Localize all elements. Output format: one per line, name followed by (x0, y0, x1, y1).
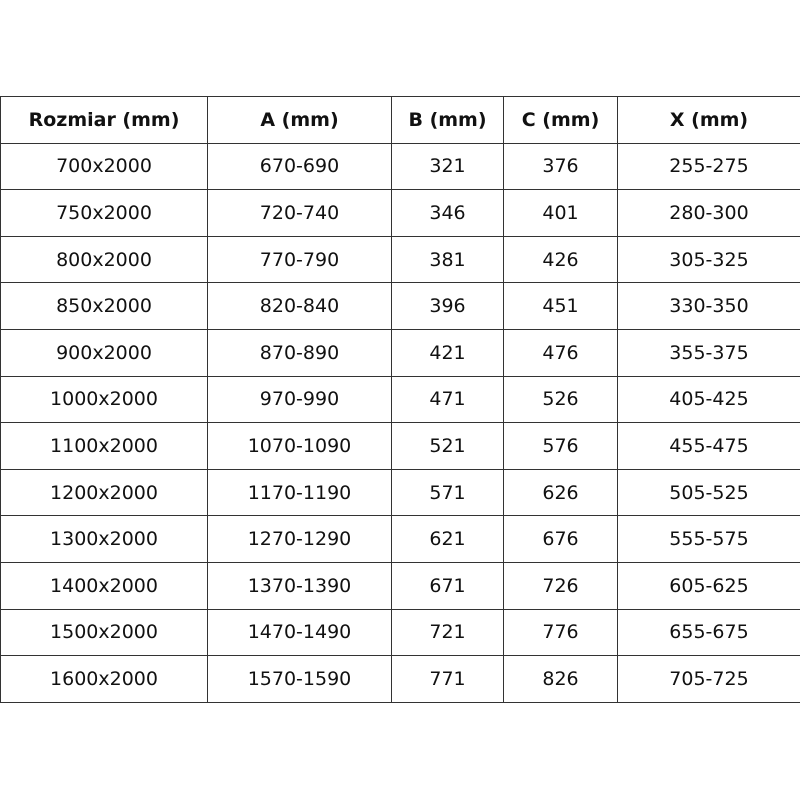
table-row: 1000x2000 970-990 471 526 405-425 (0, 375, 800, 424)
dimensions-table: Rozmiar (mm) A (mm) B (mm) C (mm) X (mm)… (0, 96, 800, 703)
table-row: 1400x2000 1370-1390 671 726 605-625 (0, 561, 800, 610)
table-row: 1600x2000 1570-1590 771 826 705-725 (0, 655, 800, 703)
cell-a: 1370-1390 (207, 561, 392, 610)
cell-a: 770-790 (207, 235, 392, 284)
cell-x: 605-625 (617, 561, 800, 610)
cell-x: 355-375 (617, 328, 800, 377)
cell-c: 626 (503, 468, 618, 517)
cell-a: 1570-1590 (207, 655, 392, 703)
cell-b: 671 (391, 561, 504, 610)
table-row: 1100x2000 1070-1090 521 576 455-475 (0, 422, 800, 470)
cell-b: 321 (391, 142, 504, 191)
cell-size: 750x2000 (0, 189, 208, 237)
cell-b: 396 (391, 282, 504, 330)
header-x: X (mm) (617, 96, 800, 144)
table-row: 900x2000 870-890 421 476 355-375 (0, 328, 800, 377)
cell-a: 1170-1190 (207, 468, 392, 517)
cell-a: 1070-1090 (207, 422, 392, 470)
cell-b: 621 (391, 515, 504, 563)
cell-b: 471 (391, 375, 504, 424)
cell-x: 255-275 (617, 142, 800, 191)
cell-a: 670-690 (207, 142, 392, 191)
cell-c: 451 (503, 282, 618, 330)
cell-size: 800x2000 (0, 235, 208, 284)
cell-b: 381 (391, 235, 504, 284)
table-row: 700x2000 670-690 321 376 255-275 (0, 142, 800, 191)
cell-size: 1600x2000 (0, 655, 208, 703)
cell-size: 1200x2000 (0, 468, 208, 517)
cell-size: 900x2000 (0, 328, 208, 377)
cell-x: 555-575 (617, 515, 800, 563)
cell-size: 1300x2000 (0, 515, 208, 563)
cell-x: 305-325 (617, 235, 800, 284)
cell-a: 870-890 (207, 328, 392, 377)
cell-a: 970-990 (207, 375, 392, 424)
cell-b: 721 (391, 608, 504, 657)
cell-c: 426 (503, 235, 618, 284)
cell-x: 705-725 (617, 655, 800, 703)
cell-b: 521 (391, 422, 504, 470)
cell-size: 850x2000 (0, 282, 208, 330)
table-row: 800x2000 770-790 381 426 305-325 (0, 235, 800, 284)
cell-b: 421 (391, 328, 504, 377)
table-row: 1300x2000 1270-1290 621 676 555-575 (0, 515, 800, 563)
cell-c: 726 (503, 561, 618, 610)
cell-size: 700x2000 (0, 142, 208, 191)
cell-a: 1470-1490 (207, 608, 392, 657)
cell-b: 771 (391, 655, 504, 703)
table-row: 1500x2000 1470-1490 721 776 655-675 (0, 608, 800, 657)
cell-c: 476 (503, 328, 618, 377)
cell-c: 776 (503, 608, 618, 657)
cell-c: 526 (503, 375, 618, 424)
cell-x: 405-425 (617, 375, 800, 424)
cell-x: 505-525 (617, 468, 800, 517)
table-header-row: Rozmiar (mm) A (mm) B (mm) C (mm) X (mm) (0, 96, 800, 144)
cell-x: 280-300 (617, 189, 800, 237)
table-row: 750x2000 720-740 346 401 280-300 (0, 189, 800, 237)
cell-c: 376 (503, 142, 618, 191)
header-b: B (mm) (391, 96, 504, 144)
cell-size: 1100x2000 (0, 422, 208, 470)
cell-b: 571 (391, 468, 504, 517)
cell-x: 330-350 (617, 282, 800, 330)
header-c: C (mm) (503, 96, 618, 144)
cell-c: 676 (503, 515, 618, 563)
cell-a: 720-740 (207, 189, 392, 237)
cell-c: 826 (503, 655, 618, 703)
cell-size: 1400x2000 (0, 561, 208, 610)
header-a: A (mm) (207, 96, 392, 144)
cell-c: 576 (503, 422, 618, 470)
cell-x: 455-475 (617, 422, 800, 470)
cell-size: 1000x2000 (0, 375, 208, 424)
cell-x: 655-675 (617, 608, 800, 657)
cell-size: 1500x2000 (0, 608, 208, 657)
cell-a: 1270-1290 (207, 515, 392, 563)
cell-a: 820-840 (207, 282, 392, 330)
table-row: 1200x2000 1170-1190 571 626 505-525 (0, 468, 800, 517)
cell-b: 346 (391, 189, 504, 237)
table-row: 850x2000 820-840 396 451 330-350 (0, 282, 800, 330)
header-size: Rozmiar (mm) (0, 96, 208, 144)
cell-c: 401 (503, 189, 618, 237)
